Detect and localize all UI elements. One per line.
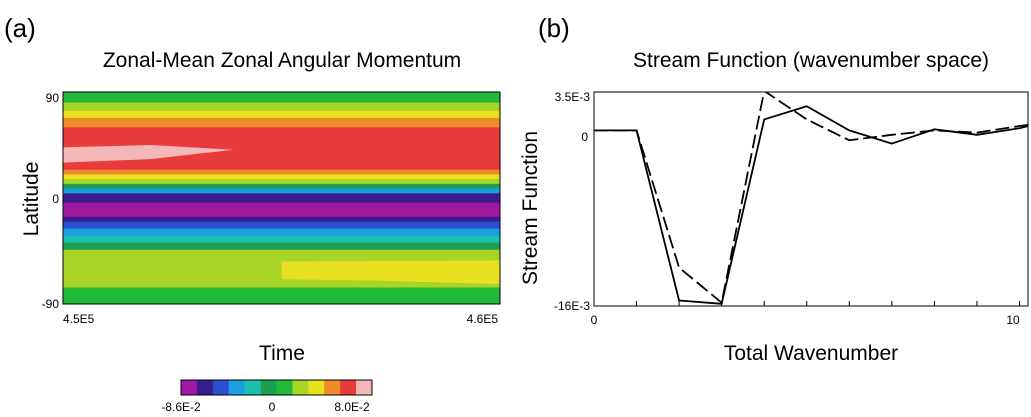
heatmap xyxy=(63,92,500,304)
heatmap-y-axis-title: Latitude xyxy=(20,162,43,237)
colorbar-swatch-3 xyxy=(228,380,245,395)
heatmap-region-0 xyxy=(63,145,234,163)
colorbar-swatch-6 xyxy=(276,380,293,395)
heatmap-band-14 xyxy=(63,228,500,237)
colorbar-swatch-1 xyxy=(196,380,214,395)
heatmap-y-tick-bottom: -90 xyxy=(42,297,60,311)
heatmap-band-16 xyxy=(63,242,500,251)
line-x-tick-left: 0 xyxy=(591,313,598,327)
colorbar-swatch-8 xyxy=(308,380,325,395)
heatmap-band-12 xyxy=(63,216,500,223)
heatmap-band-18 xyxy=(63,287,500,304)
line-y-tick-bottom: -16E-3 xyxy=(554,299,590,313)
heatmap-region-1 xyxy=(281,260,500,284)
colorbar-swatch-2 xyxy=(212,380,230,395)
colorbar-swatch-11 xyxy=(356,380,373,395)
heatmap-band-15 xyxy=(63,235,500,244)
colorbar-swatch-0 xyxy=(181,380,198,395)
line-series-dashed xyxy=(594,92,1028,304)
heatmap-y-tick-middle: 0 xyxy=(52,192,59,206)
line-plot-frame xyxy=(593,91,1029,307)
colorbar-tick-min: -8.6E-2 xyxy=(161,400,201,414)
panel-b-title: Stream Function (wavenumber space) xyxy=(633,49,989,72)
heatmap-band-3 xyxy=(63,117,500,128)
panel-a-label: (a) xyxy=(4,13,36,43)
line-y-tick-top: 3.5E-3 xyxy=(555,90,591,104)
heatmap-band-6 xyxy=(63,174,500,180)
colorbar-frame xyxy=(180,379,373,396)
line-x-axis-title: Total Wavenumber xyxy=(724,342,898,365)
heatmap-band-13 xyxy=(63,221,500,230)
heatmap-band-2 xyxy=(63,110,500,119)
line-y-axis-title: Stream Function xyxy=(519,131,542,285)
heatmap-x-tick-left: 4.5E5 xyxy=(63,312,95,326)
heatmap-x-axis-title: Time xyxy=(259,342,305,365)
heatmap-x-tick-right: 4.6E5 xyxy=(467,312,499,326)
heatmap-band-0 xyxy=(63,92,500,104)
panel-a-title: Zonal-Mean Zonal Angular Momentum xyxy=(103,49,461,72)
heatmap-band-5 xyxy=(63,169,500,176)
colorbar-swatch-7 xyxy=(292,380,309,395)
heatmap-band-8 xyxy=(63,183,500,190)
line-series-solid xyxy=(594,105,1028,305)
line-x-tick-right: 10 xyxy=(1006,313,1020,327)
colorbar-swatch-9 xyxy=(324,380,341,395)
line-y-tick-zero: 0 xyxy=(581,130,588,144)
heatmap-band-7 xyxy=(63,179,500,185)
heatmap-frame xyxy=(62,91,501,305)
colorbar-swatch-4 xyxy=(244,380,261,395)
heatmap-band-10 xyxy=(63,193,500,204)
panel-b: (b) Stream Function (wavenumber space) 3… xyxy=(519,13,1029,365)
colorbar xyxy=(180,379,373,396)
line-tick-marks xyxy=(594,91,1020,307)
heatmap-band-11 xyxy=(63,202,500,218)
colorbar-tick-max: 8.0E-2 xyxy=(334,400,370,414)
colorbar-swatch-5 xyxy=(260,380,277,395)
heatmap-band-9 xyxy=(63,188,500,194)
heatmap-y-tick-top: 90 xyxy=(46,91,60,105)
colorbar-swatch-10 xyxy=(340,380,357,395)
colorbar-tick-zero: 0 xyxy=(269,400,276,414)
panel-b-label: (b) xyxy=(538,13,570,43)
line-series xyxy=(594,92,1028,305)
heatmap-band-1 xyxy=(63,102,500,112)
panel-a: (a) Zonal-Mean Zonal Angular Momentum 90… xyxy=(4,13,501,414)
